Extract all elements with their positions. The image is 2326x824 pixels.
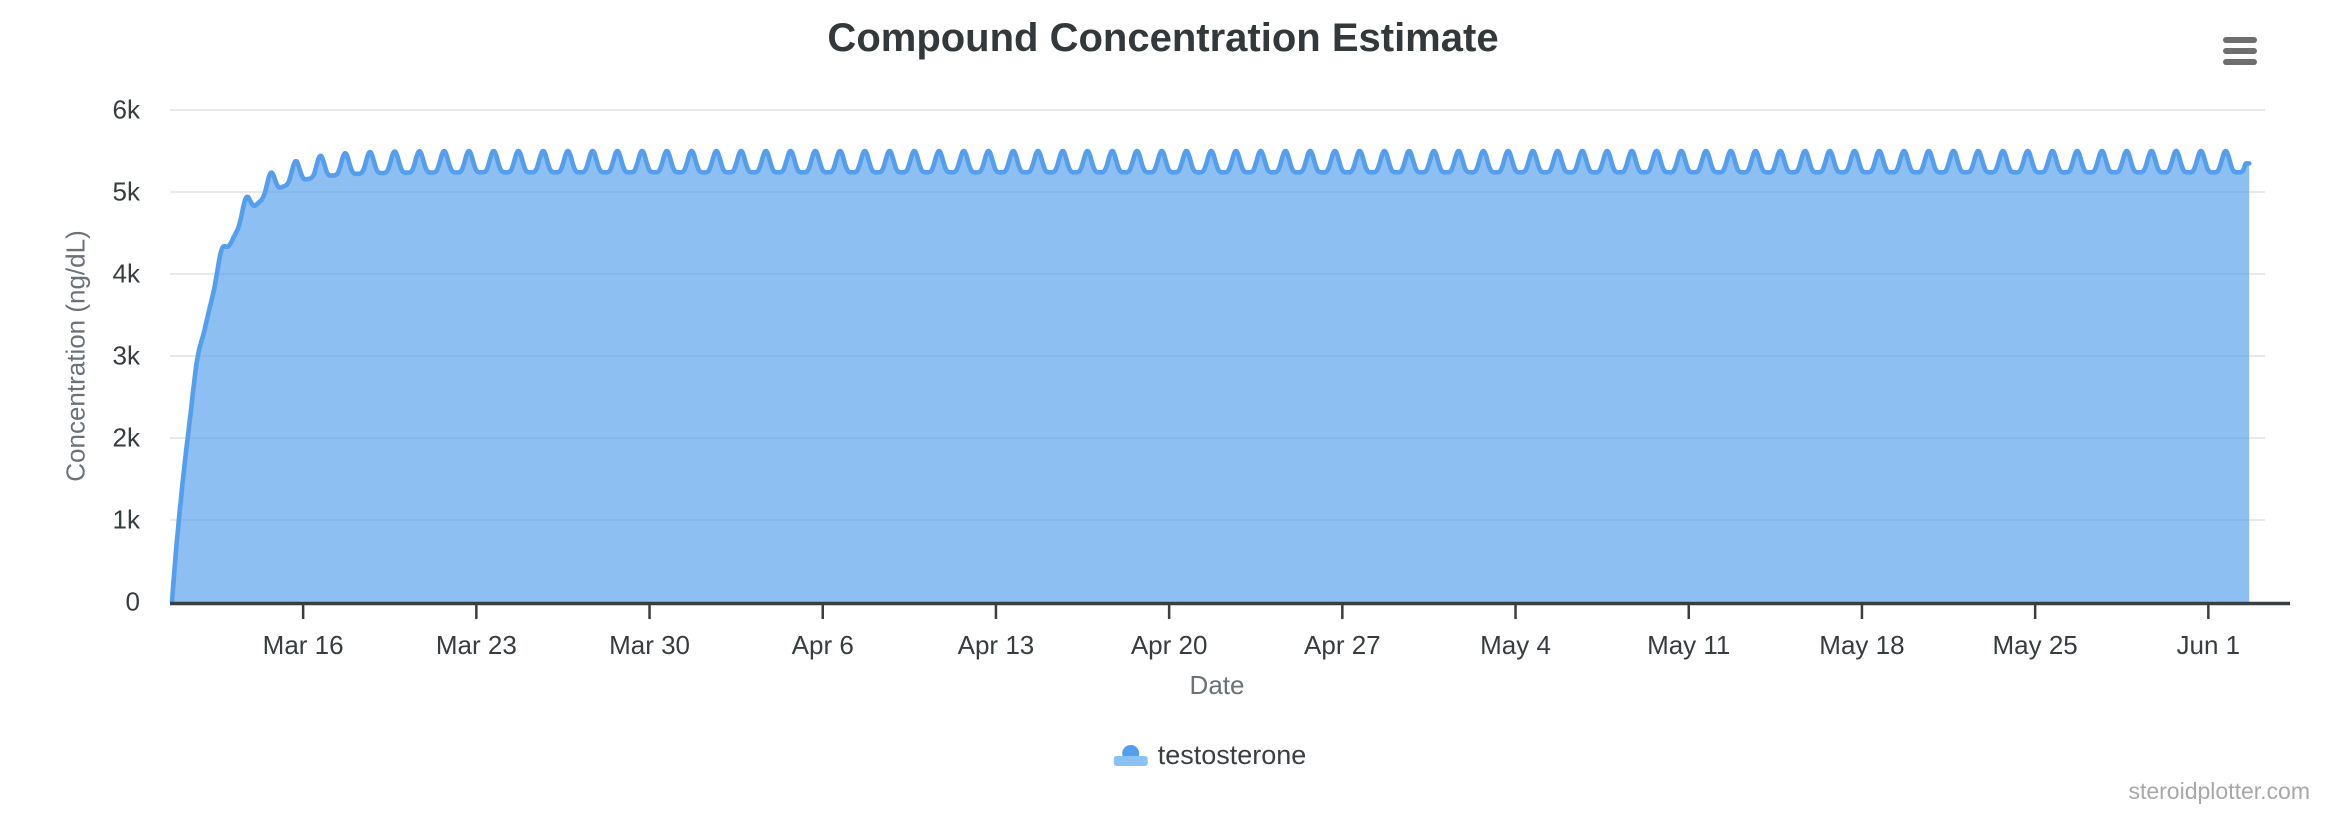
y-tick-label: 0 [125, 586, 140, 617]
chart-title: Compound Concentration Estimate [827, 16, 1499, 60]
x-tick-label: May 11 [1647, 630, 1731, 660]
series-line [169, 148, 2252, 605]
x-axis-title: Date [1189, 670, 1245, 700]
x-tick-label: Mar 30 [609, 630, 690, 660]
y-tick-label: 2k [112, 422, 140, 453]
legend-area-marker-icon [1113, 745, 1148, 766]
hamburger-bar [2223, 59, 2257, 65]
y-tick-label: 1k [112, 504, 140, 535]
y-axis-title: Concentration (ng/dL) [60, 230, 91, 482]
x-tick-label: Jun 1 [2176, 630, 2241, 660]
y-tick-label: 3k [112, 340, 140, 371]
hamburger-menu-icon[interactable] [2223, 37, 2257, 65]
y-tick-label: 4k [112, 258, 140, 289]
legend-item-testosterone[interactable]: testosterone [1113, 740, 1307, 771]
x-tick-label: Apr 13 [957, 630, 1035, 660]
x-tick-label: Apr 20 [1130, 630, 1208, 660]
x-tick-label: May 25 [1992, 630, 2078, 660]
y-tick-label: 5k [112, 176, 140, 207]
x-tick-label: Mar 23 [435, 630, 517, 660]
legend-marker-base [1113, 756, 1148, 766]
legend-label: testosterone [1157, 740, 1307, 770]
x-tick-label: Apr 27 [1304, 630, 1381, 660]
hamburger-bar [2223, 48, 2257, 54]
x-tick-label: Mar 16 [262, 630, 344, 660]
watermark: steroidplotter.com [2128, 778, 2310, 804]
y-tick-label: 6k [112, 94, 140, 125]
x-tick-label: May 4 [1480, 630, 1551, 660]
series-area-fill [172, 151, 2250, 602]
x-tick-label: Apr 6 [791, 630, 854, 660]
hamburger-bar [2223, 37, 2257, 43]
x-tick-label: May 18 [1819, 630, 1905, 660]
